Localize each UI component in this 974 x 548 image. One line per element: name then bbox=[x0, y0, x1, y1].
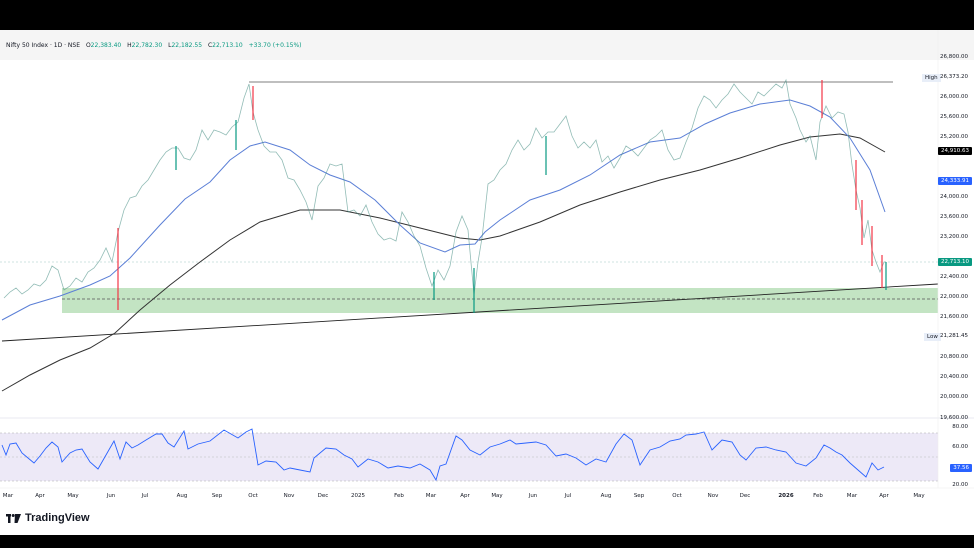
candlesticks bbox=[3, 78, 887, 313]
time-tick: Nov bbox=[707, 493, 719, 499]
ohlc-legend: Nifty 50 Index · 1D · NSE O22,383.40 H22… bbox=[6, 42, 302, 49]
time-tick: Jul bbox=[141, 493, 149, 499]
low-value: 22,182.55 bbox=[171, 42, 203, 49]
rsi-value-tag: 37.56 bbox=[950, 464, 972, 472]
time-tick: Nov bbox=[283, 493, 295, 499]
price-tick: 22,400.00 bbox=[940, 274, 968, 280]
bottom-black-bar bbox=[0, 535, 974, 548]
low-value-tag: 21,281.45 bbox=[940, 333, 968, 339]
ma50-value-tag: 24,333.91 bbox=[938, 177, 972, 185]
tradingview-logo-icon bbox=[6, 513, 21, 523]
price-tick: 19,600.00 bbox=[940, 415, 968, 421]
time-tick: Apr bbox=[35, 493, 45, 499]
time-tick: May bbox=[67, 493, 79, 499]
time-tick: Mar bbox=[846, 493, 858, 499]
price-tick: 25,200.00 bbox=[940, 134, 968, 140]
open-value: 22,383.40 bbox=[90, 42, 122, 49]
time-tick: Sep bbox=[211, 493, 223, 499]
time-tick: Aug bbox=[176, 493, 188, 499]
price-tick: 22,000.00 bbox=[940, 294, 968, 300]
high-value: 22,782.30 bbox=[131, 42, 163, 49]
high-label: High bbox=[922, 74, 941, 82]
tradingview-brand[interactable]: TradingView bbox=[6, 512, 90, 524]
close-value: 22,713.10 bbox=[212, 42, 243, 49]
rsi-tick: 80.00 bbox=[952, 424, 968, 430]
ma200-value-tag: 24,910.63 bbox=[938, 147, 972, 155]
ma50-line bbox=[1, 99, 886, 321]
time-tick: Jun bbox=[106, 493, 116, 499]
time-tick: Oct bbox=[672, 493, 682, 499]
low-label: Low bbox=[924, 333, 941, 341]
time-tick: Feb bbox=[394, 493, 404, 499]
time-tick: Mar bbox=[425, 493, 437, 499]
time-tick: May bbox=[913, 493, 925, 499]
time-tick: Oct bbox=[248, 493, 258, 499]
time-tick: Feb bbox=[813, 493, 823, 499]
legend-bar: Nifty 50 Index · 1D · NSE O22,383.40 H22… bbox=[0, 30, 974, 60]
price-tick: 26,000.00 bbox=[940, 94, 968, 100]
time-tick: Sep bbox=[633, 493, 645, 499]
time-tick: Mar bbox=[2, 493, 14, 499]
price-tick: 20,800.00 bbox=[940, 354, 968, 360]
price-tick: 23,600.00 bbox=[940, 214, 968, 220]
price-tick: 23,200.00 bbox=[940, 234, 968, 240]
time-tick: Dec bbox=[739, 493, 751, 499]
rising-trendline bbox=[1, 283, 939, 342]
rsi-tick: 20.00 bbox=[952, 482, 968, 488]
price-tick: 24,000.00 bbox=[940, 194, 968, 200]
price-tick: 20,400.00 bbox=[940, 374, 968, 380]
time-tick-year: 2026 bbox=[778, 493, 794, 499]
rsi-tick: 60.00 bbox=[952, 444, 968, 450]
price-tick: 21,600.00 bbox=[940, 314, 968, 320]
time-tick-year: 2025 bbox=[351, 493, 365, 499]
time-tick: Jun bbox=[528, 493, 538, 499]
time-tick: Apr bbox=[460, 493, 470, 499]
price-tick: 26,800.00 bbox=[940, 54, 968, 60]
price-tick: 20,000.00 bbox=[940, 394, 968, 400]
price-tick: 25,600.00 bbox=[940, 114, 968, 120]
support-zone bbox=[62, 288, 938, 313]
time-tick: Dec bbox=[317, 493, 329, 499]
rsi-line bbox=[1, 428, 885, 482]
change-value: +33.70 (+0.15%) bbox=[248, 42, 302, 49]
last-price-tag: 22,713.10 bbox=[938, 258, 972, 266]
time-tick: Jul bbox=[564, 493, 572, 499]
ma200-line bbox=[1, 133, 886, 392]
brand-name: TradingView bbox=[25, 512, 90, 524]
high-value-tag: 26,373.20 bbox=[940, 74, 968, 80]
time-tick: May bbox=[491, 493, 503, 499]
symbol-title[interactable]: Nifty 50 Index · 1D · NSE bbox=[6, 42, 81, 49]
time-tick: Apr bbox=[879, 493, 889, 499]
time-tick: Aug bbox=[600, 493, 612, 499]
